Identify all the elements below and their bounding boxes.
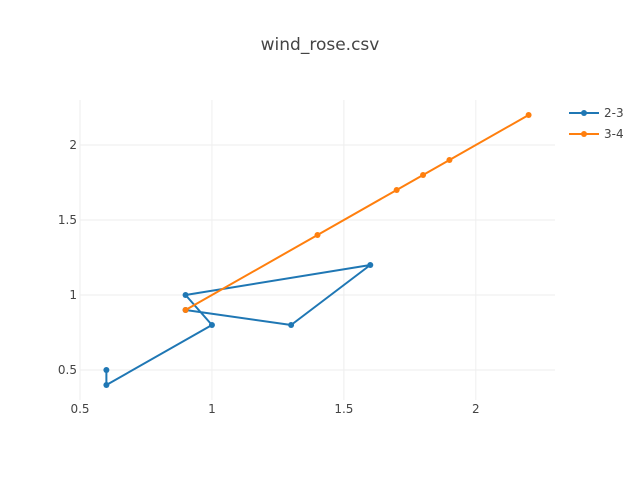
chart-title: wind_rose.csv [261, 35, 380, 55]
legend-label: 2-3 [604, 106, 624, 120]
data-point[interactable] [103, 367, 110, 373]
series-2-3[interactable] [103, 262, 374, 388]
y-tick-label: 0.5 [58, 363, 77, 377]
y-tick-label: 1.5 [58, 213, 77, 227]
legend-label: 3-4 [604, 127, 624, 141]
data-point[interactable] [314, 232, 321, 238]
legend-swatch-marker [581, 131, 587, 137]
data-point[interactable] [182, 307, 189, 313]
data-point[interactable] [182, 292, 189, 298]
data-point[interactable] [208, 322, 215, 328]
x-tick-label: 1 [208, 402, 216, 416]
data-point[interactable] [525, 112, 532, 118]
data-point[interactable] [103, 382, 110, 388]
plot-area [103, 112, 532, 388]
data-point[interactable] [367, 262, 374, 268]
series-3-4[interactable] [182, 112, 532, 313]
data-point[interactable] [288, 322, 295, 328]
legend-item-2-3[interactable]: 2-3 [569, 106, 624, 120]
y-tick-label: 2 [69, 138, 77, 152]
data-point[interactable] [393, 187, 400, 193]
legend-swatch-marker [581, 110, 587, 116]
y-tick-label: 1 [69, 288, 77, 302]
x-tick-label: 0.5 [70, 402, 89, 416]
series-line[interactable] [185, 114, 530, 311]
data-point[interactable] [420, 172, 427, 178]
grid [79, 100, 555, 400]
data-point[interactable] [446, 157, 453, 163]
x-tick-label: 2 [472, 402, 480, 416]
legend[interactable]: 2-3 3-4 [569, 106, 624, 141]
axis-ticks: 0.5 1 1.5 2 0.5 1 1.5 2 [58, 138, 480, 416]
x-tick-label: 1.5 [334, 402, 353, 416]
legend-item-3-4[interactable]: 3-4 [569, 127, 624, 141]
